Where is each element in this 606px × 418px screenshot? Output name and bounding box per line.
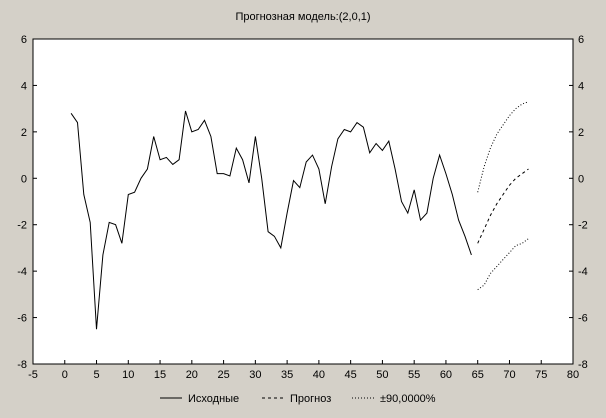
series-line-1 xyxy=(477,168,529,244)
x-tick-label: 35 xyxy=(281,369,293,381)
y-tick-label-right: 4 xyxy=(578,80,584,92)
y-tick-label-left: -8 xyxy=(17,359,27,371)
y-tick-label-left: 2 xyxy=(21,127,27,139)
legend-label: Прогноз xyxy=(290,393,331,405)
x-tick-label: 50 xyxy=(376,369,388,381)
y-tick-label-left: -2 xyxy=(17,220,27,232)
chart-title: Прогнозная модель:(2,0,1) xyxy=(235,11,370,23)
legend: Исходные Прогноз ±90,0000% xyxy=(160,393,436,405)
plot-area xyxy=(32,38,574,365)
x-tick-label: 40 xyxy=(313,369,325,381)
x-tick-label: 25 xyxy=(217,369,229,381)
y-tick-label-right: 6 xyxy=(578,34,584,46)
y-tick-label-left: 0 xyxy=(21,173,27,185)
legend-label: ±90,0000% xyxy=(380,393,436,405)
y-tick-label-right: 0 xyxy=(578,173,584,185)
x-tick-label: 10 xyxy=(122,369,134,381)
x-tick-label: 80 xyxy=(567,369,579,381)
y-tick-label-left: 6 xyxy=(21,34,27,46)
series-line-3 xyxy=(477,238,529,291)
x-tick-label: 65 xyxy=(472,369,484,381)
y-tick-label-right: -2 xyxy=(578,220,588,232)
x-tick-label: 5 xyxy=(93,369,99,381)
x-tick-label: 75 xyxy=(535,369,547,381)
axis-ticks: -5 0 5 10 15 20 25 30 35 40 45 50 55 60 65 70 75 806 64 42 2… xyxy=(17,34,588,381)
y-tick-label-left: -6 xyxy=(17,313,27,325)
series-line-2 xyxy=(477,101,529,193)
y-tick-label-right: -6 xyxy=(578,313,588,325)
x-tick-label: 15 xyxy=(154,369,166,381)
x-tick-label: 70 xyxy=(503,369,515,381)
y-tick-label-right: 2 xyxy=(578,127,584,139)
y-tick-label-right: -8 xyxy=(578,359,588,371)
legend-label: Исходные xyxy=(188,393,239,405)
x-tick-label: 0 xyxy=(62,369,68,381)
y-tick-label-left: 4 xyxy=(21,80,27,92)
data-series xyxy=(70,101,529,330)
x-tick-label: 30 xyxy=(249,369,261,381)
x-tick-label: 20 xyxy=(186,369,198,381)
x-tick-label: 55 xyxy=(408,369,420,381)
y-tick-label-left: -4 xyxy=(17,266,27,278)
y-tick-label-right: -4 xyxy=(578,266,588,278)
x-tick-label: 45 xyxy=(345,369,357,381)
x-tick-label: 60 xyxy=(440,369,452,381)
series-line-0 xyxy=(70,110,472,330)
x-tick-label: -5 xyxy=(28,369,38,381)
